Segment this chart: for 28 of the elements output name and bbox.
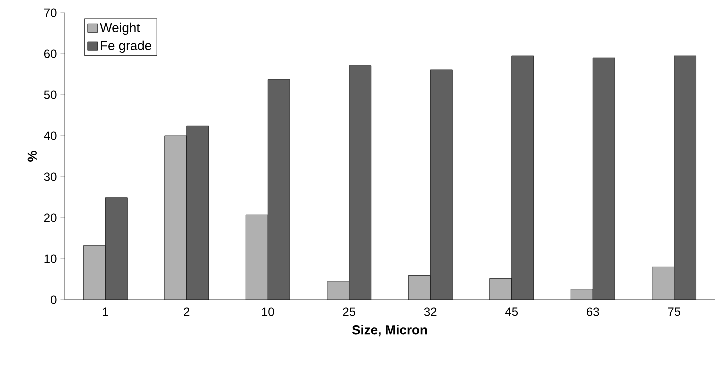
legend-label: Weight [100,22,140,36]
y-tick-label: 60 [44,50,57,58]
x-tick-label: 32 [424,308,437,316]
bar [327,282,350,300]
bar [408,276,431,300]
bar [490,278,512,300]
bar [652,266,675,300]
x-tick-label: 25 [343,308,356,316]
x-tick-label: 75 [668,308,681,316]
x-axis-title: Size, Micron [352,325,428,337]
y-tick-label: 70 [44,8,57,18]
y-axis-title: % [28,151,37,162]
y-tick-label: 40 [44,132,57,140]
y-tick-label: 10 [44,254,57,264]
x-tick-label: 63 [587,308,600,316]
legend-label: Fe grade [101,40,152,53]
y-tick-label: 0 [51,296,57,304]
y-tick-label: 30 [44,172,57,182]
x-tick-label: 45 [505,308,518,316]
bar [571,289,594,300]
bar [246,215,268,300]
x-tick-label: 2 [184,308,190,316]
bar [164,136,187,300]
y-tick-label: 50 [44,90,57,100]
x-tick-label: 1 [103,308,108,316]
y-tick-label: 20 [44,214,57,222]
x-tick-label: 10 [262,308,274,316]
bar [84,246,106,300]
